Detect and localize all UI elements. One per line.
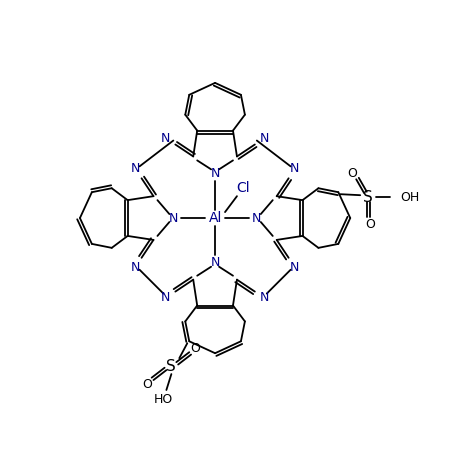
Text: O: O (365, 219, 375, 231)
Text: O: O (143, 378, 152, 391)
Text: N: N (290, 261, 299, 274)
Text: S: S (167, 359, 176, 374)
Text: N: N (290, 162, 299, 175)
Text: N: N (260, 132, 269, 145)
Text: O: O (347, 167, 357, 180)
Text: N: N (131, 261, 140, 274)
Text: N: N (260, 291, 269, 304)
Text: Al: Al (208, 211, 222, 225)
Text: N: N (252, 212, 262, 225)
Text: Cl: Cl (236, 181, 250, 195)
Text: N: N (161, 291, 170, 304)
Text: S: S (363, 189, 373, 205)
Text: OH: OH (400, 191, 419, 204)
Text: N: N (168, 212, 178, 225)
Text: O: O (190, 342, 200, 355)
Text: HO: HO (154, 393, 173, 406)
Text: N: N (131, 162, 140, 175)
Text: N: N (161, 132, 170, 145)
Text: N: N (210, 256, 220, 269)
Text: N: N (210, 167, 220, 180)
